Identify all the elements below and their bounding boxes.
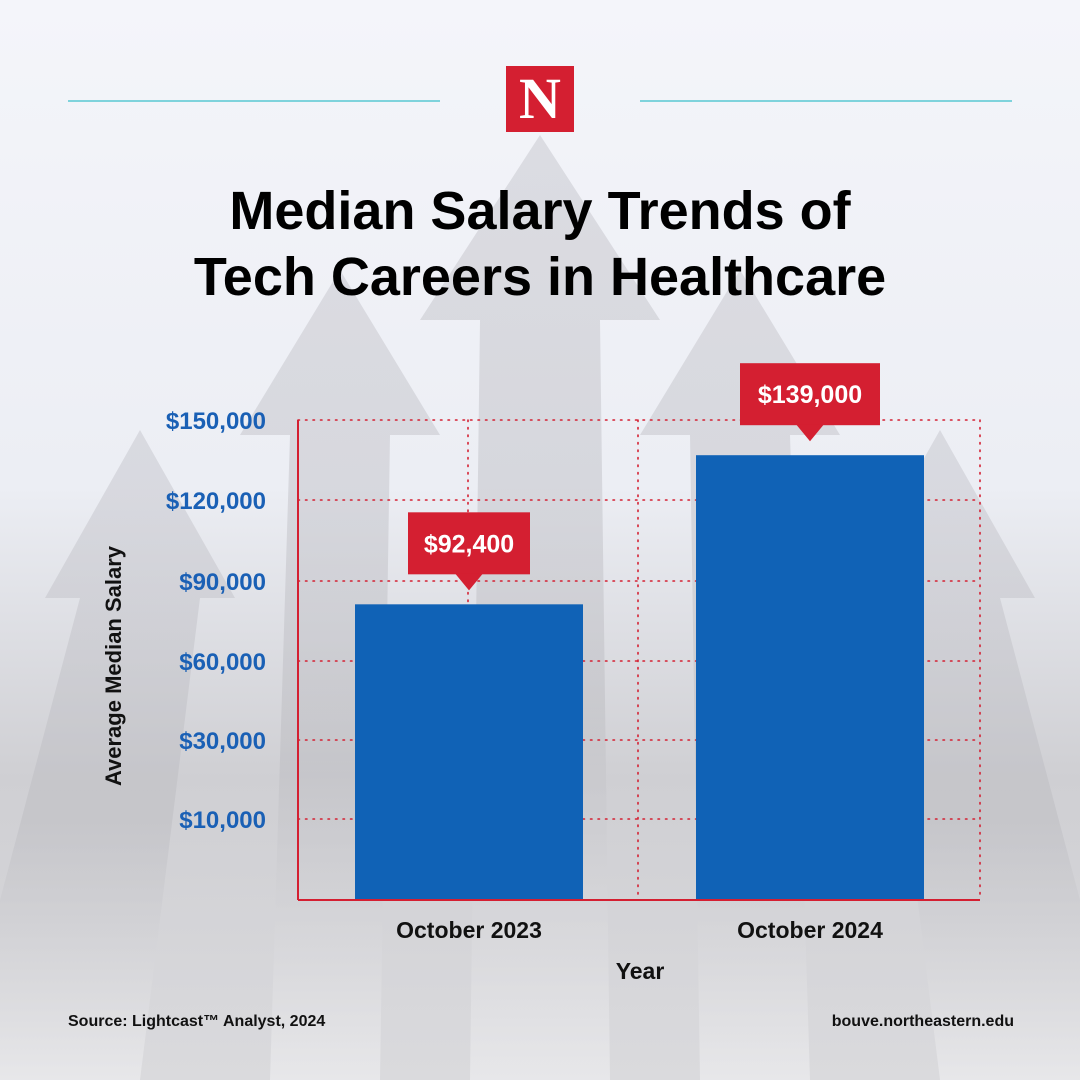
- value-label: $139,000: [758, 381, 862, 409]
- value-callout: $139,000: [740, 363, 880, 442]
- value-callout-pointer: [796, 424, 824, 442]
- value-callout-pointer: [455, 573, 483, 591]
- y-axis-label: Average Median Salary: [101, 545, 126, 787]
- northeastern-logo: N: [506, 66, 574, 132]
- chart-title-line-2: Tech Careers in Healthcare: [193, 247, 887, 307]
- decorative-line-left: [68, 100, 440, 102]
- value-label: $92,400: [424, 530, 514, 558]
- background-arrow: [0, 430, 235, 1080]
- value-callout: $92,400: [408, 512, 530, 591]
- x-tick-label: October 2023: [396, 917, 542, 943]
- website-url: bouve.northeastern.edu: [831, 1013, 1014, 1030]
- chart-x-ticks: October 2023 October 2024: [396, 917, 883, 943]
- y-tick-label: $150,000: [166, 408, 266, 435]
- value-callout-box: [740, 363, 880, 426]
- chart-title: Median Salary Trends of Tech Careers in …: [0, 178, 1080, 310]
- chart-y-ticks: $150,000 $120,000 $90,000 $60,000 $30,000 $10…: [166, 408, 266, 834]
- value-callout-box: [408, 512, 530, 575]
- y-tick-label: $10,000: [179, 807, 266, 834]
- chart-callouts: $92,400 $139,000: [408, 363, 880, 591]
- x-axis-label: Year: [615, 958, 665, 984]
- chart-axes: [297, 420, 980, 901]
- bar: [355, 604, 583, 900]
- background-arrow: [240, 270, 440, 1080]
- y-tick-label: $90,000: [179, 569, 266, 596]
- x-tick-label: October 2024: [737, 917, 883, 943]
- bar: [696, 455, 924, 900]
- y-tick-label: $120,000: [166, 488, 266, 515]
- y-tick-label: $30,000: [179, 728, 266, 755]
- chart-bars: [355, 455, 924, 900]
- source-note: Source: Lightcast™ Analyst, 2024: [68, 1013, 326, 1030]
- y-tick-label: $60,000: [179, 649, 266, 676]
- decorative-line-right: [640, 100, 1012, 102]
- chart-title-line-1: Median Salary Trends of: [229, 181, 851, 241]
